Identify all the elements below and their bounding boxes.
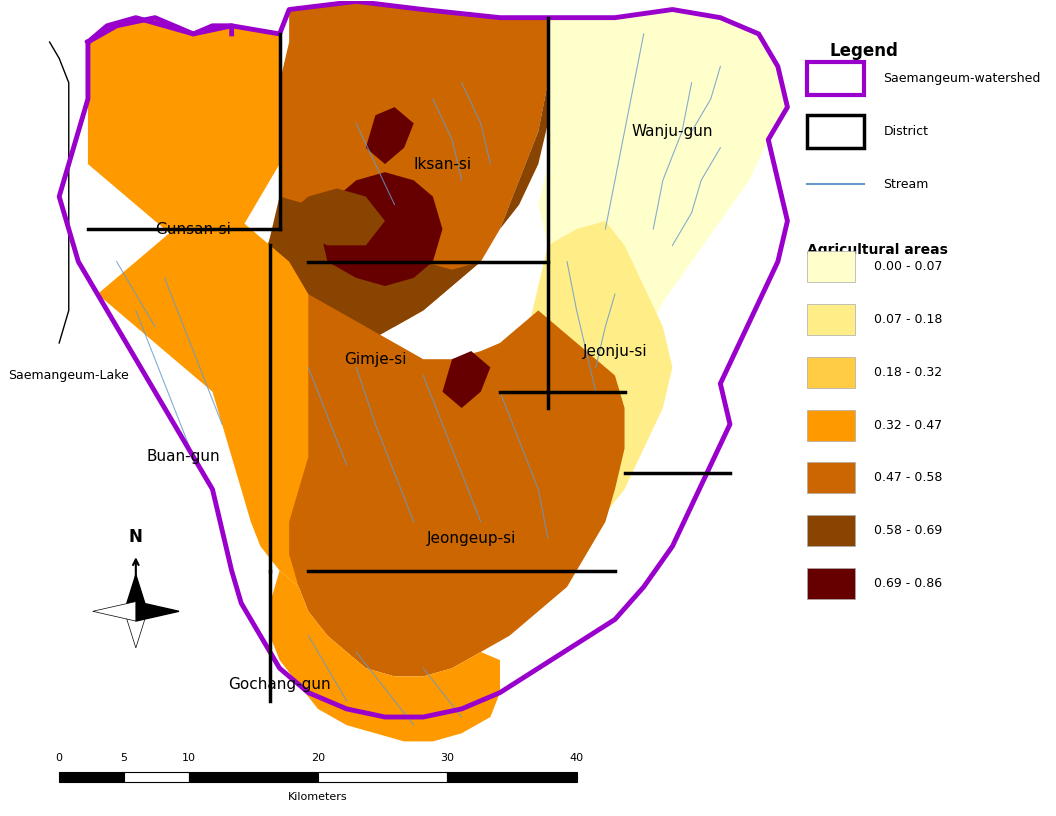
Bar — [807, 568, 854, 599]
Text: Kilometers: Kilometers — [288, 792, 347, 802]
Bar — [807, 410, 854, 441]
Text: 0.58 - 0.69: 0.58 - 0.69 — [873, 525, 942, 537]
Polygon shape — [88, 18, 280, 246]
Bar — [124, 772, 189, 782]
Text: Iksan-si: Iksan-si — [413, 157, 472, 171]
Text: 0.07 - 0.18: 0.07 - 0.18 — [873, 313, 942, 326]
Text: Jeonju-si: Jeonju-si — [583, 344, 647, 358]
Text: Gimje-si: Gimje-si — [344, 352, 407, 366]
Text: Legend: Legend — [830, 42, 899, 60]
Polygon shape — [318, 172, 442, 286]
Bar — [807, 251, 854, 282]
Polygon shape — [499, 221, 673, 530]
Polygon shape — [125, 574, 148, 611]
Text: 0: 0 — [56, 752, 62, 763]
Polygon shape — [125, 611, 148, 648]
Text: 40: 40 — [569, 752, 584, 763]
Text: N: N — [129, 528, 143, 546]
Text: Gunsan-si: Gunsan-si — [155, 222, 231, 237]
Text: 0.00 - 0.07: 0.00 - 0.07 — [873, 260, 942, 273]
Text: 5: 5 — [120, 752, 128, 763]
Polygon shape — [261, 82, 548, 351]
Bar — [807, 516, 854, 546]
Text: 20: 20 — [310, 752, 325, 763]
Text: Saemangeum-watershed: Saemangeum-watershed — [883, 72, 1040, 85]
Text: District: District — [883, 125, 928, 138]
Polygon shape — [365, 107, 414, 164]
Text: 0.18 - 0.32: 0.18 - 0.32 — [873, 366, 942, 379]
Polygon shape — [289, 188, 385, 246]
Polygon shape — [270, 570, 499, 742]
Text: Saemangeum-Lake: Saemangeum-Lake — [8, 369, 129, 382]
Text: Agricultural areas: Agricultural areas — [807, 243, 947, 257]
Text: Jeongeup-si: Jeongeup-si — [427, 530, 516, 546]
Polygon shape — [280, 2, 548, 326]
Text: 0.47 - 0.58: 0.47 - 0.58 — [873, 472, 942, 485]
Text: 30: 30 — [440, 752, 454, 763]
Polygon shape — [539, 10, 788, 408]
Bar — [807, 463, 854, 494]
Polygon shape — [136, 601, 178, 621]
Text: 0.69 - 0.86: 0.69 - 0.86 — [873, 577, 942, 590]
Bar — [59, 772, 124, 782]
Text: 10: 10 — [182, 752, 195, 763]
Bar — [318, 772, 448, 782]
Bar — [807, 357, 854, 388]
Text: 0.32 - 0.47: 0.32 - 0.47 — [873, 419, 942, 432]
Bar — [448, 772, 577, 782]
Bar — [189, 772, 318, 782]
Polygon shape — [289, 294, 624, 676]
Text: Gochang-gun: Gochang-gun — [228, 677, 331, 692]
Text: Stream: Stream — [883, 178, 928, 191]
Text: Buan-gun: Buan-gun — [147, 450, 221, 464]
Polygon shape — [93, 601, 136, 621]
Text: Wanju-gun: Wanju-gun — [631, 124, 713, 139]
Polygon shape — [442, 351, 490, 408]
Bar — [807, 304, 854, 335]
Polygon shape — [97, 197, 375, 603]
